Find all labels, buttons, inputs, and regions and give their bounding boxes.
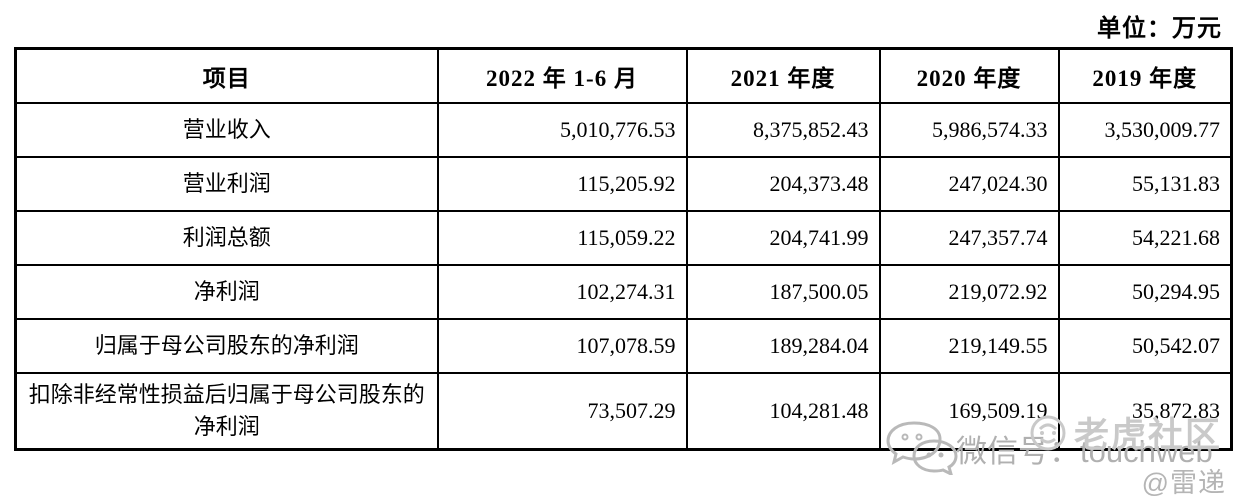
header-item: 项目 (14, 47, 439, 104)
unit-label: 单位：万元 (1097, 16, 1222, 42)
author-watermark: @雷递 (1141, 468, 1226, 498)
row-label: 扣除非经常性损益后归属于母公司股东的净利润 (14, 371, 439, 451)
row-label: 营业利润 (14, 155, 439, 212)
cell-value: 115,059.22 (436, 209, 688, 266)
cell-value: 219,072.92 (878, 263, 1060, 320)
cell-value: 107,078.59 (436, 317, 688, 374)
table-row-net-profit: 净利润 102,274.31 187,500.05 219,072.92 50,… (14, 263, 1233, 320)
table-row-operating-profit: 营业利润 115,205.92 204,373.48 247,024.30 55… (14, 155, 1233, 212)
cell-value: 55,131.83 (1057, 155, 1233, 212)
cell-value: 5,010,776.53 (436, 101, 688, 158)
cell-value: 73,507.29 (436, 371, 688, 451)
header-2020: 2020 年度 (878, 47, 1060, 104)
table-row-net-profit-parent: 归属于母公司股东的净利润 107,078.59 189,284.04 219,1… (14, 317, 1233, 374)
row-label: 净利润 (14, 263, 439, 320)
cell-value: 247,357.74 (878, 209, 1060, 266)
table-row-revenue: 营业收入 5,010,776.53 8,375,852.43 5,986,574… (14, 101, 1233, 158)
row-label: 归属于母公司股东的净利润 (14, 317, 439, 374)
header-2022h1: 2022 年 1-6 月 (436, 47, 688, 104)
cell-value: 35,872.83 (1057, 371, 1233, 451)
cell-value: 204,373.48 (685, 155, 881, 212)
cell-value: 104,281.48 (685, 371, 881, 451)
cell-value: 187,500.05 (685, 263, 881, 320)
cell-value: 54,221.68 (1057, 209, 1233, 266)
cell-value: 189,284.04 (685, 317, 881, 374)
cell-value: 50,294.95 (1057, 263, 1233, 320)
table-row-total-profit: 利润总额 115,059.22 204,741.99 247,357.74 54… (14, 209, 1233, 266)
cell-value: 169,509.19 (878, 371, 1060, 451)
cell-value: 3,530,009.77 (1057, 101, 1233, 158)
financial-table: 项目 2022 年 1-6 月 2021 年度 2020 年度 2019 年度 … (14, 47, 1233, 451)
cell-value: 204,741.99 (685, 209, 881, 266)
cell-value: 219,149.55 (878, 317, 1060, 374)
table-row-net-profit-excl-nonrecurring: 扣除非经常性损益后归属于母公司股东的净利润 73,507.29 104,281.… (14, 371, 1233, 451)
table-header-row: 项目 2022 年 1-6 月 2021 年度 2020 年度 2019 年度 (14, 47, 1233, 104)
cell-value: 8,375,852.43 (685, 101, 881, 158)
cell-value: 115,205.92 (436, 155, 688, 212)
cell-value: 5,986,574.33 (878, 101, 1060, 158)
cell-value: 102,274.31 (436, 263, 688, 320)
header-2019: 2019 年度 (1057, 47, 1233, 104)
cell-value: 247,024.30 (878, 155, 1060, 212)
row-label: 利润总额 (14, 209, 439, 266)
header-2021: 2021 年度 (685, 47, 881, 104)
cell-value: 50,542.07 (1057, 317, 1233, 374)
row-label: 营业收入 (14, 101, 439, 158)
